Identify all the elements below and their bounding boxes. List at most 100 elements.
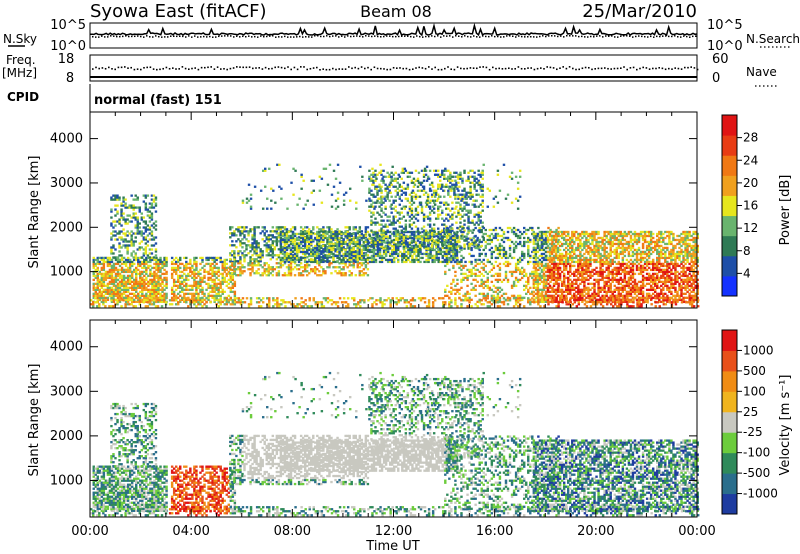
power-cell	[110, 292, 114, 295]
power-cell	[159, 268, 162, 272]
power-cell	[259, 258, 262, 261]
power-cell	[482, 286, 485, 290]
power-cell	[165, 276, 168, 280]
power-cell	[384, 195, 387, 198]
power-cell	[486, 280, 489, 284]
power-cell	[441, 185, 444, 188]
power-cell	[257, 246, 260, 249]
power-cell	[231, 260, 235, 264]
nave-dot	[562, 66, 564, 68]
power-cell	[287, 236, 291, 240]
power-cell	[104, 256, 108, 260]
nave-tick-top: 60	[712, 52, 729, 67]
power-cell	[376, 173, 379, 176]
power-cell	[362, 242, 366, 245]
power-cell	[522, 230, 526, 234]
power-cell	[390, 250, 394, 254]
power-cell	[473, 175, 476, 178]
power-cell	[443, 223, 446, 226]
power-cell	[251, 264, 254, 267]
power-cell	[106, 262, 110, 266]
power-cell	[185, 284, 188, 288]
power-cell	[398, 237, 401, 240]
power-cell	[380, 233, 383, 236]
power-cell	[239, 250, 242, 253]
power-cell	[443, 203, 446, 206]
power-cell	[527, 280, 530, 284]
power-cell	[372, 236, 376, 240]
power-cell	[126, 248, 129, 251]
power-cell	[104, 284, 108, 288]
nsearch-dot	[668, 35, 670, 38]
nsearch-dot	[575, 35, 577, 37]
power-cell	[163, 264, 166, 268]
nsearch-dot	[416, 35, 418, 37]
power-cell	[326, 246, 329, 250]
nsearch-dot	[320, 35, 322, 38]
power-cell	[404, 191, 408, 194]
power-cell	[406, 185, 410, 188]
power-cell	[143, 282, 146, 286]
power-cell	[420, 181, 424, 184]
power-cell	[217, 278, 220, 282]
power-cell	[130, 254, 133, 257]
power-cell	[301, 234, 305, 238]
power-cell	[140, 246, 144, 249]
power-cell	[112, 268, 116, 272]
power-cell	[460, 258, 463, 262]
power-cell	[122, 228, 125, 231]
power-cell	[456, 258, 459, 262]
power-cell	[139, 272, 142, 276]
power-cell	[400, 189, 404, 192]
power-cell	[553, 260, 556, 264]
power-cell	[332, 230, 335, 234]
power-cell	[187, 278, 190, 282]
power-cell	[392, 234, 396, 238]
power-cell	[432, 193, 436, 196]
power-cell	[350, 232, 353, 236]
power-cell	[360, 238, 364, 242]
power-cell	[386, 248, 390, 252]
power-cell	[114, 272, 118, 276]
power-cell	[380, 219, 383, 222]
power-cell	[172, 258, 176, 262]
power-cell	[496, 264, 500, 268]
power-cell	[488, 242, 492, 246]
power-cell	[388, 252, 392, 256]
power-cell	[189, 268, 192, 272]
power-cell	[132, 282, 136, 286]
power-cell	[281, 248, 285, 252]
power-cell	[479, 175, 482, 178]
nave-dot	[271, 67, 273, 70]
power-cell	[179, 276, 182, 280]
power-cell	[366, 268, 370, 271]
power-cell	[356, 262, 359, 265]
power-cell	[265, 238, 268, 241]
power-cell	[144, 242, 148, 245]
power-cell	[112, 284, 116, 288]
power-cell	[467, 219, 470, 222]
power-cell	[352, 256, 355, 260]
power-cell	[279, 242, 283, 246]
power-cell	[449, 258, 453, 262]
power-cell	[187, 298, 190, 301]
power-cell	[366, 254, 370, 257]
power-cell	[251, 266, 254, 269]
power-cell	[243, 250, 246, 253]
power-cell	[368, 205, 371, 208]
power-cell	[356, 232, 359, 235]
power-cell	[137, 282, 140, 286]
power-cell	[456, 290, 459, 294]
power-cell	[241, 252, 244, 255]
nsearch-dot	[527, 36, 529, 38]
power-cell	[137, 264, 140, 268]
power-cell	[199, 282, 202, 286]
power-cell	[494, 260, 498, 264]
power-cell	[267, 268, 270, 271]
power-cell	[372, 173, 375, 176]
power-cell	[124, 294, 128, 297]
power-cell	[245, 246, 248, 249]
power-cell	[358, 238, 362, 242]
power-cell	[488, 270, 492, 274]
power-cell	[439, 213, 442, 216]
